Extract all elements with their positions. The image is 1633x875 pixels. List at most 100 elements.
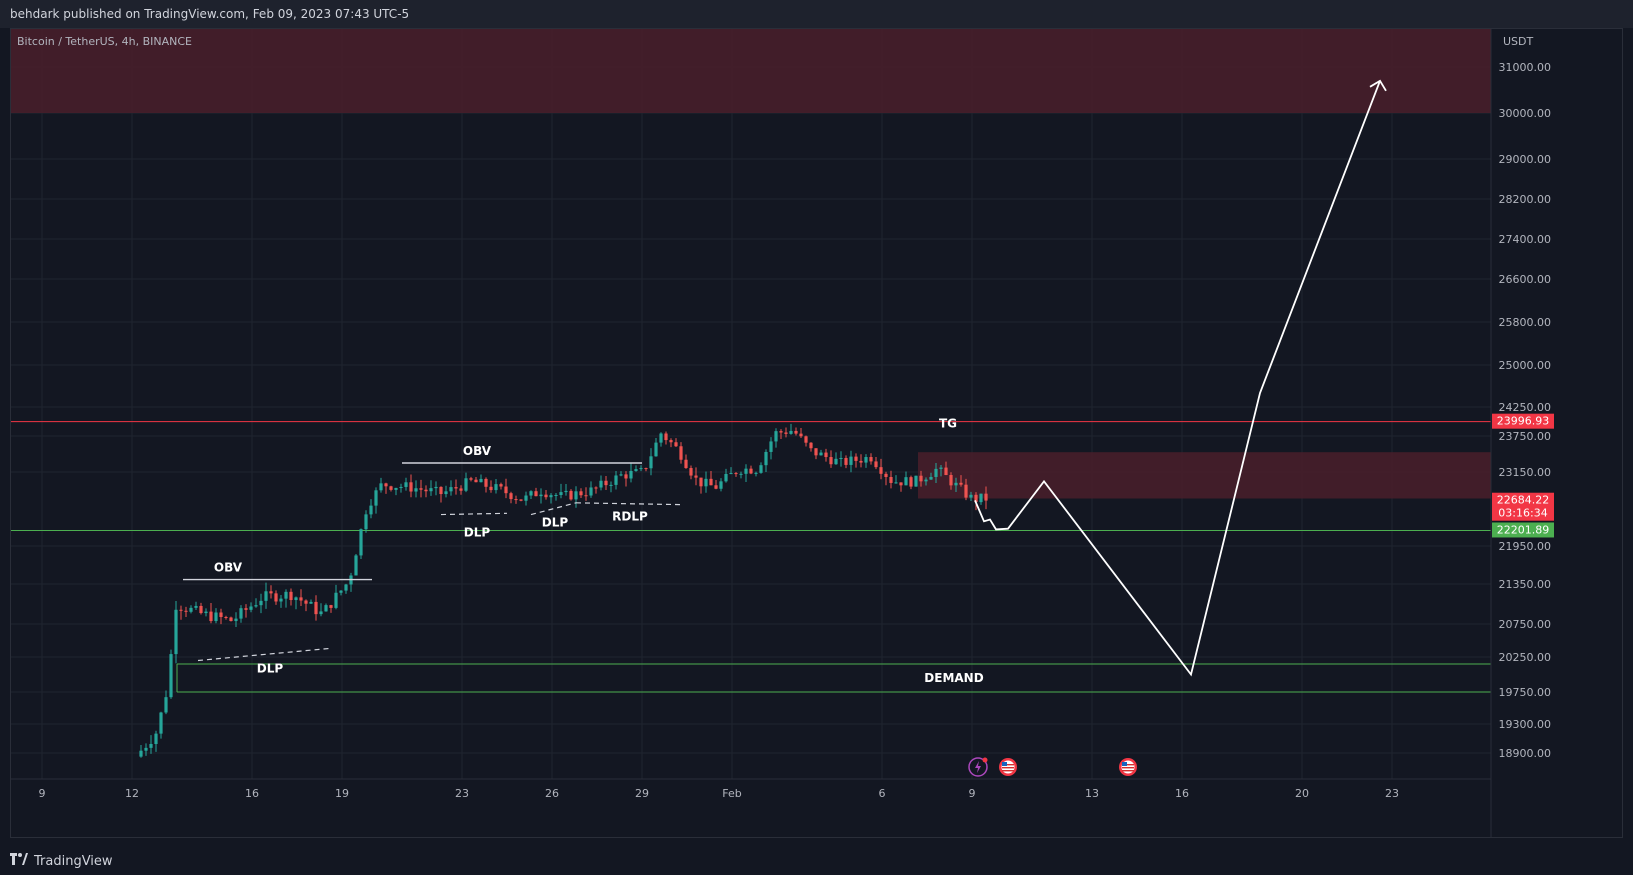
price-label-box [1492, 492, 1554, 521]
candle-body [149, 743, 153, 748]
candle-body [499, 484, 503, 487]
candle-body [664, 433, 668, 441]
candle-body [509, 493, 513, 500]
candle-body [344, 584, 348, 591]
candle-body [609, 484, 613, 486]
candle-body [814, 448, 818, 456]
notification-dot [982, 757, 988, 763]
candle-body [729, 473, 733, 475]
candle-body [684, 459, 688, 469]
candle-body [659, 433, 663, 443]
candle-body [549, 495, 553, 498]
candle-body [299, 597, 303, 601]
candle-body [869, 457, 873, 462]
tradingview-logo-icon[interactable] [10, 848, 28, 875]
price-tick-label: 23750.00 [1499, 430, 1552, 443]
price-tick-label: 19300.00 [1499, 718, 1552, 731]
candle-body [699, 477, 703, 487]
brand-name[interactable]: TradingView [34, 854, 113, 869]
candle-body [749, 468, 753, 474]
time-tick-label: 19 [335, 787, 349, 800]
candle-body [409, 482, 413, 492]
candle-body [204, 611, 208, 614]
candle-body [259, 600, 263, 606]
candle-body [884, 473, 888, 477]
candle-body [454, 487, 458, 489]
candle-body [494, 484, 498, 491]
candle-body [934, 468, 938, 477]
price-label-value: 22684.22 [1497, 494, 1550, 507]
candle-body [704, 478, 708, 487]
candle-body [649, 456, 653, 469]
candle-body [929, 476, 933, 480]
candle-body [459, 488, 463, 491]
us-flag-icon[interactable] [999, 758, 1017, 776]
axes: 31000.00 30000.00 29000.00 28200.00 27400.00… [11, 29, 1554, 837]
flag-stripe [1122, 770, 1134, 772]
candle-body [969, 494, 973, 498]
footer: TradingView [0, 848, 1633, 875]
tg-label: TG [939, 417, 957, 431]
grid [11, 29, 1491, 779]
candle-body [314, 601, 318, 615]
candle-body [379, 483, 383, 491]
candle-body [694, 475, 698, 478]
price-tick-label: 30000.00 [1499, 107, 1552, 120]
candle-body [289, 591, 293, 601]
price-tick-label: 25000.00 [1499, 359, 1552, 372]
price-tick-label: 31000.00 [1499, 61, 1552, 74]
time-tick-label: 20 [1295, 787, 1309, 800]
lightning-icon[interactable] [968, 757, 988, 777]
chart-title: Bitcoin / TetherUS, 4h, BINANCE [17, 35, 192, 48]
candle-body [309, 601, 313, 604]
price-tick-label: 18900.00 [1499, 747, 1552, 760]
candle-body [764, 451, 768, 466]
candle-body [834, 458, 838, 465]
candle-body [974, 494, 978, 503]
candle-body [809, 442, 813, 449]
candle-body [189, 607, 193, 612]
candle-body [419, 488, 423, 490]
candle-body [849, 456, 853, 465]
price-tick-label: 23150.00 [1499, 466, 1552, 479]
candle-body [414, 488, 418, 492]
candle-body [824, 452, 828, 458]
candle-body [154, 733, 158, 744]
supply-zone-mid [918, 452, 1491, 499]
candle-body [564, 490, 568, 493]
price-tick-label: 21350.00 [1499, 578, 1552, 591]
candle-body [789, 430, 793, 434]
price-tick-label: 24250.00 [1499, 401, 1552, 414]
flag-stripe [1122, 764, 1134, 766]
candle-body [389, 486, 393, 490]
candle-body [484, 478, 488, 487]
candle-body [724, 473, 728, 482]
candlestick-chart[interactable]: OBV OBV DLP DLP DLP RDLP TG DEMAND 31000.00 3000… [11, 29, 1622, 837]
time-tick-label: 26 [545, 787, 559, 800]
candle-body [734, 473, 738, 475]
dlp-label-right: DLP [542, 516, 569, 530]
candle-body [899, 482, 903, 486]
candle-body [399, 486, 403, 488]
time-tick-label: 23 [455, 787, 469, 800]
candle-body [844, 457, 848, 465]
candle-body [904, 477, 908, 486]
candle-body [589, 487, 593, 496]
candle-body [959, 482, 963, 485]
candle-body [954, 482, 958, 486]
price-tick-label: 28200.00 [1499, 193, 1552, 206]
candle-body [464, 478, 468, 491]
candle-body [949, 475, 953, 486]
candle-body [774, 431, 778, 442]
dlp-label-left: DLP [257, 662, 284, 676]
candle-body [279, 598, 283, 602]
candle-body [159, 712, 163, 734]
candle-body [479, 478, 483, 483]
price-label-value: 23996.93 [1497, 415, 1550, 428]
flag-canton [1122, 762, 1127, 766]
price-tick-label: 27400.00 [1499, 233, 1552, 246]
candle-body [979, 493, 983, 503]
us-flag-icon[interactable] [1119, 758, 1137, 776]
candle-body [939, 467, 943, 469]
chart-panel[interactable]: OBV OBV DLP DLP DLP RDLP TG DEMAND 31000.00 3000… [10, 28, 1623, 838]
